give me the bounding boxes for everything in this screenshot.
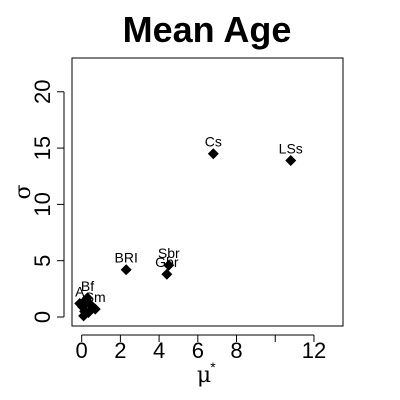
point-label: Bf — [81, 278, 94, 294]
x-axis-label-superscript: * — [210, 359, 216, 375]
data-point — [285, 154, 297, 166]
x-tick-label: 2 — [114, 338, 126, 363]
x-tick-label: 8 — [230, 338, 242, 363]
y-tick-label: 5 — [30, 255, 55, 267]
data-points — [74, 148, 297, 322]
data-point — [120, 264, 132, 276]
y-tick-label: 20 — [30, 80, 55, 104]
x-tick-label: 6 — [192, 338, 204, 363]
x-tick-label: 12 — [302, 338, 326, 363]
point-label: LSs — [279, 140, 303, 156]
x-axis: 0 2 4 6 8 12 — [76, 334, 326, 363]
point-label: A — [75, 283, 85, 299]
point-label: Sm — [85, 289, 106, 305]
plot-frame — [71, 57, 344, 327]
y-axis-label: σ — [11, 184, 36, 199]
y-axis: 0 5 10 15 20 — [30, 80, 65, 323]
y-tick-label: 0 — [30, 311, 55, 323]
point-label: Sbr — [158, 245, 180, 261]
point-label: Gbr — [155, 254, 179, 270]
x-axis-label: μ — [197, 363, 211, 388]
y-tick-label: 15 — [30, 136, 55, 160]
point-label: Cs — [205, 134, 222, 150]
data-point — [82, 306, 94, 318]
data-point — [161, 268, 173, 280]
data-point — [207, 148, 219, 160]
x-tick-label: 4 — [153, 338, 165, 363]
chart-title: Mean Age — [123, 9, 292, 50]
y-tick-label: 10 — [30, 192, 55, 216]
x-tick-label: 0 — [76, 338, 88, 363]
data-point — [163, 259, 175, 271]
point-label: BRI — [115, 250, 138, 266]
data-point — [80, 294, 92, 306]
